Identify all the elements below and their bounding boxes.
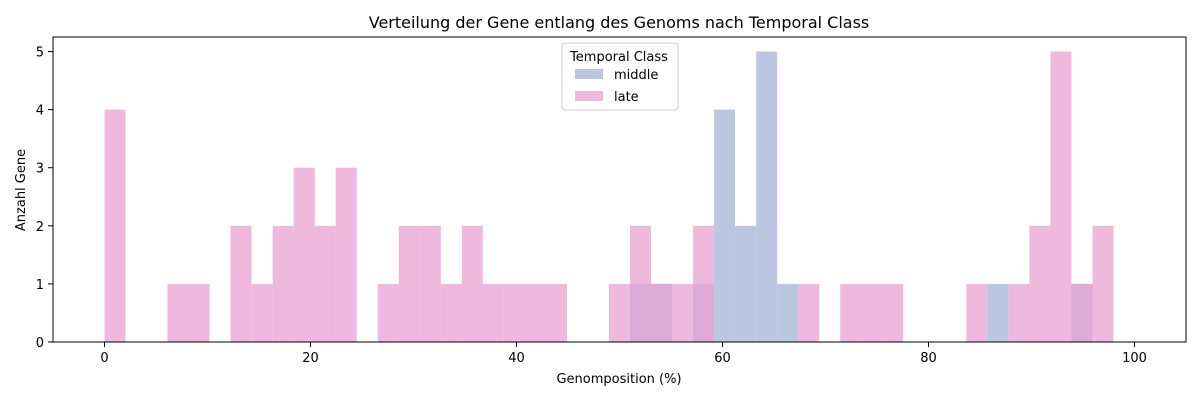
bar-late-2 bbox=[188, 283, 210, 342]
bar-late-24 bbox=[840, 283, 862, 342]
x-tick-label-60: 60 bbox=[714, 351, 731, 366]
legend-label-middle: middle bbox=[614, 68, 658, 83]
bar-late-30 bbox=[1050, 51, 1072, 343]
bar-late-5 bbox=[272, 225, 294, 342]
bar-middle-5 bbox=[756, 51, 778, 343]
bar-late-22 bbox=[693, 225, 715, 342]
bar-late-8 bbox=[335, 167, 357, 342]
bar-late-19 bbox=[630, 225, 652, 342]
bar-late-20 bbox=[651, 283, 673, 342]
bar-late-28 bbox=[1008, 283, 1030, 342]
bar-late-16 bbox=[524, 283, 546, 342]
x-tick-label-80: 80 bbox=[920, 351, 937, 366]
x-axis-label: Genomposition (%) bbox=[556, 372, 681, 387]
x-tick-label-40: 40 bbox=[508, 351, 525, 366]
y-tick-label-0: 0 bbox=[36, 336, 44, 351]
bar-late-15 bbox=[503, 283, 525, 342]
bar-late-17 bbox=[545, 283, 567, 342]
bar-late-23 bbox=[798, 283, 820, 342]
bar-late-21 bbox=[672, 283, 694, 342]
bar-middle-7 bbox=[987, 283, 1009, 342]
bar-late-18 bbox=[608, 283, 631, 342]
bar-late-31 bbox=[1071, 283, 1093, 342]
bar-late-0 bbox=[104, 109, 126, 342]
bar-late-11 bbox=[419, 225, 441, 342]
y-tick-label-2: 2 bbox=[36, 220, 44, 235]
plot-frame bbox=[52, 36, 1187, 343]
bar-late-10 bbox=[398, 225, 420, 342]
bar-late-13 bbox=[461, 225, 483, 342]
bar-late-27 bbox=[966, 283, 988, 342]
chart-title: Verteilung der Gene entlang des Genoms n… bbox=[369, 13, 870, 32]
legend-swatch-middle bbox=[575, 69, 603, 79]
bar-late-26 bbox=[882, 283, 904, 342]
bar-middle-3 bbox=[714, 109, 736, 342]
bar-late-3 bbox=[230, 225, 252, 342]
legend-title: Temporal Class bbox=[569, 50, 668, 65]
bar-late-29 bbox=[1029, 225, 1051, 342]
bar-late-9 bbox=[377, 283, 399, 342]
bars-layer bbox=[104, 51, 1114, 343]
x-tick-label-100: 100 bbox=[1122, 351, 1147, 366]
axes-layer: 0 20 40 60 80 100 0 1 2 3 4 5 bbox=[36, 36, 1187, 366]
y-tick-label-1: 1 bbox=[36, 278, 44, 293]
y-tick-label-4: 4 bbox=[36, 104, 44, 119]
x-tick-label-0: 0 bbox=[100, 351, 108, 366]
legend: Temporal Class middle late bbox=[561, 42, 679, 111]
bar-late-6 bbox=[293, 167, 315, 342]
y-axis-label: Anzahl Gene bbox=[14, 149, 29, 231]
bar-late-14 bbox=[482, 283, 504, 342]
bar-late-12 bbox=[440, 283, 462, 342]
bar-late-32 bbox=[1092, 225, 1114, 342]
bar-late-7 bbox=[314, 225, 336, 342]
x-tick-label-20: 20 bbox=[302, 351, 319, 366]
y-tick-label-3: 3 bbox=[36, 162, 44, 177]
y-tick-label-5: 5 bbox=[36, 46, 44, 61]
legend-swatch-late bbox=[575, 91, 603, 101]
bar-late-1 bbox=[167, 283, 189, 342]
legend-label-late: late bbox=[614, 90, 639, 105]
bar-middle-6 bbox=[777, 283, 799, 342]
bar-late-25 bbox=[861, 283, 883, 342]
bar-late-4 bbox=[251, 283, 273, 342]
bar-middle-4 bbox=[735, 225, 757, 342]
